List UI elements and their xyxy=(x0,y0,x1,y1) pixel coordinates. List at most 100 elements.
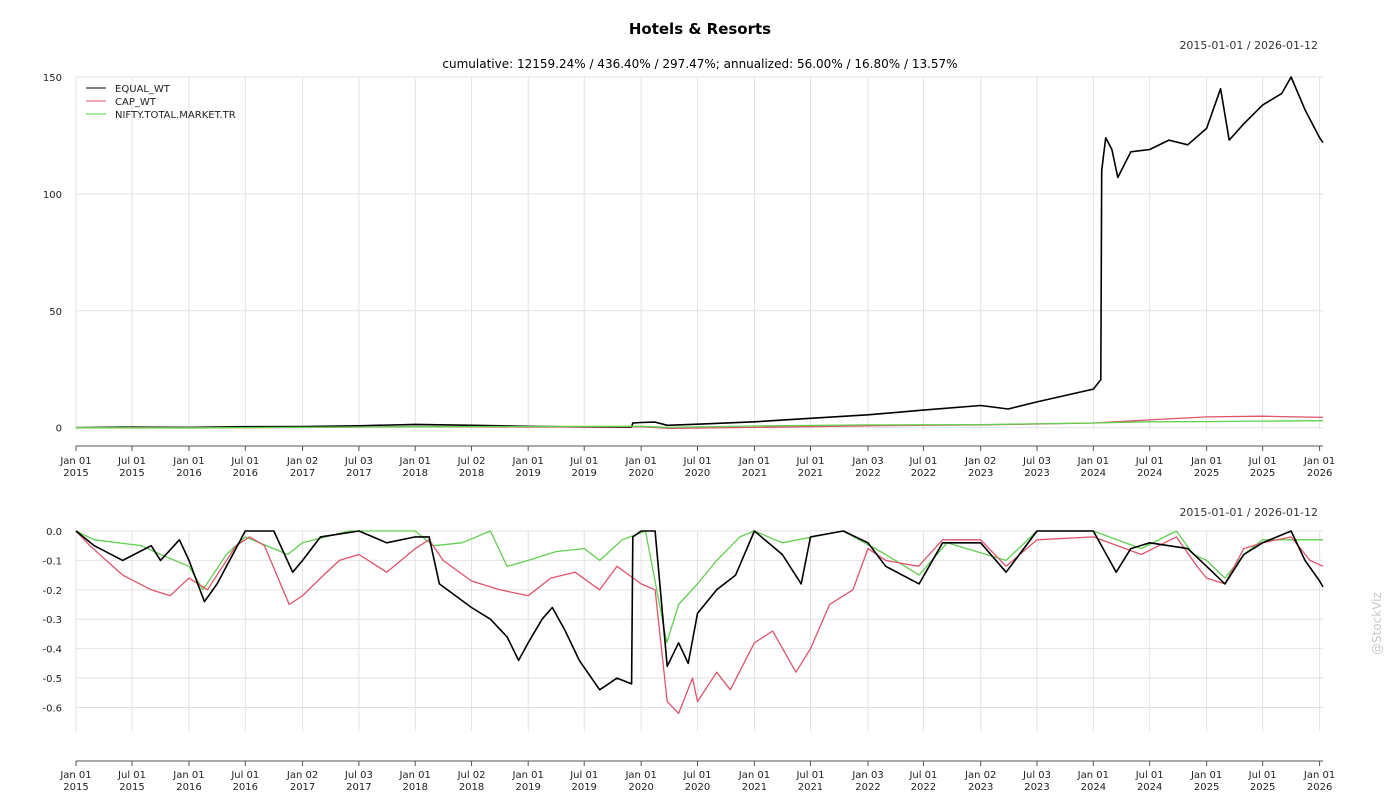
x-tick-label-year: 2020 xyxy=(685,468,710,479)
x-tick-label: Jan 01 xyxy=(624,770,656,781)
x-tick-label-year: 2025 xyxy=(1194,468,1219,479)
x-tick-label-year: 2022 xyxy=(911,782,936,793)
x-tick-label-year: 2017 xyxy=(290,468,315,479)
x-tick-label-year: 2018 xyxy=(402,782,427,793)
x-tick-label: Jul 01 xyxy=(230,456,259,467)
x-tick-label: Jan 01 xyxy=(1190,770,1222,781)
x-tick-label-year: 2024 xyxy=(1081,468,1106,479)
x-tick-label-year: 2021 xyxy=(798,782,823,793)
x-tick-label-year: 2021 xyxy=(742,468,767,479)
x-tick-label: Jul 01 xyxy=(569,770,598,781)
x-tick-label-year: 2026 xyxy=(1307,468,1332,479)
x-tick-label: Jan 01 xyxy=(1077,770,1109,781)
legend-label: CAP_WT xyxy=(115,97,157,108)
x-tick-label: Jul 01 xyxy=(908,456,937,467)
x-tick-label: Jul 01 xyxy=(795,456,824,467)
x-tick-label: Jul 03 xyxy=(344,456,373,467)
x-tick-label-year: 2019 xyxy=(515,782,540,793)
chart-title: Hotels & Resorts xyxy=(628,20,772,38)
x-tick-label-year: 2016 xyxy=(176,468,201,479)
x-tick-label-year: 2019 xyxy=(571,782,596,793)
x-tick-label-year: 2015 xyxy=(63,782,88,793)
x-tick-label: Jan 01 xyxy=(1303,456,1335,467)
series-line-cap-wt xyxy=(75,530,1324,715)
bottom-range-label: 2015-01-01 / 2026-01-12 xyxy=(1179,506,1318,519)
x-tick-label-year: 2022 xyxy=(911,468,936,479)
x-tick-label-year: 2016 xyxy=(176,782,201,793)
x-tick-label-year: 2017 xyxy=(346,468,371,479)
x-tick-label-year: 2022 xyxy=(855,468,880,479)
x-tick-label: Jan 01 xyxy=(1303,770,1335,781)
x-tick-label-year: 2020 xyxy=(628,782,653,793)
x-tick-label: Jan 02 xyxy=(286,770,318,781)
y-tick-label: 0.0 xyxy=(46,527,62,538)
x-tick-label: Jul 02 xyxy=(457,456,486,467)
x-tick-label: Jan 02 xyxy=(286,456,318,467)
x-tick-label: Jul 01 xyxy=(683,770,712,781)
chart-subtitle: cumulative: 12159.24% / 436.40% / 297.47… xyxy=(442,57,958,71)
y-tick-label: 150 xyxy=(43,73,62,84)
x-tick-label: Jan 01 xyxy=(738,456,770,467)
x-tick-label: Jul 01 xyxy=(1135,770,1164,781)
y-tick-label: -0.3 xyxy=(42,615,62,626)
x-tick-label: Jan 01 xyxy=(512,770,544,781)
x-tick-label-year: 2018 xyxy=(459,782,484,793)
y-tick-label: -0.5 xyxy=(42,674,62,685)
x-tick-label-year: 2020 xyxy=(685,782,710,793)
x-tick-label-year: 2025 xyxy=(1250,468,1275,479)
y-tick-label: -0.6 xyxy=(42,703,62,714)
x-tick-label-year: 2015 xyxy=(119,782,144,793)
x-tick-label: Jul 01 xyxy=(1248,456,1277,467)
x-tick-label: Jan 01 xyxy=(172,770,204,781)
x-tick-label-year: 2016 xyxy=(233,468,258,479)
x-tick-label-year: 2024 xyxy=(1137,782,1162,793)
x-tick-label: Jul 03 xyxy=(1022,770,1051,781)
x-tick-label-year: 2018 xyxy=(459,468,484,479)
y-tick-label: -0.1 xyxy=(42,556,62,567)
x-tick-label: Jan 01 xyxy=(399,770,431,781)
x-tick-label: Jan 01 xyxy=(59,456,91,467)
legend-label: NIFTY.TOTAL.MARKET.TR xyxy=(115,110,236,121)
x-tick-label-year: 2021 xyxy=(742,782,767,793)
y-tick-label: 100 xyxy=(43,190,62,201)
x-tick-label: Jul 01 xyxy=(795,770,824,781)
legend-label: EQUAL_WT xyxy=(115,84,171,95)
x-tick-label: Jan 03 xyxy=(851,456,883,467)
x-tick-label: Jul 03 xyxy=(344,770,373,781)
top-range-label: 2015-01-01 / 2026-01-12 xyxy=(1179,39,1318,52)
x-tick-label-year: 2023 xyxy=(968,468,993,479)
y-tick-label: 0 xyxy=(56,424,62,435)
series-line-equal-wt xyxy=(75,530,1324,691)
x-tick-label: Jan 02 xyxy=(964,456,996,467)
x-tick-label: Jan 01 xyxy=(624,456,656,467)
x-tick-label: Jan 02 xyxy=(964,770,996,781)
x-tick-label-year: 2024 xyxy=(1137,468,1162,479)
x-tick-label: Jan 03 xyxy=(851,770,883,781)
x-tick-label: Jan 01 xyxy=(59,770,91,781)
x-tick-label: Jul 01 xyxy=(117,456,146,467)
x-tick-label: Jan 01 xyxy=(512,456,544,467)
x-tick-label: Jul 01 xyxy=(908,770,937,781)
x-tick-label-year: 2021 xyxy=(798,468,823,479)
x-tick-label: Jul 03 xyxy=(1022,456,1051,467)
x-tick-label-year: 2025 xyxy=(1250,782,1275,793)
x-tick-label-year: 2026 xyxy=(1307,782,1332,793)
x-tick-label-year: 2025 xyxy=(1194,782,1219,793)
x-tick-label: Jul 01 xyxy=(683,456,712,467)
x-tick-label: Jul 01 xyxy=(569,456,598,467)
x-tick-label: Jul 01 xyxy=(117,770,146,781)
x-tick-label: Jan 01 xyxy=(172,456,204,467)
x-tick-label-year: 2024 xyxy=(1081,782,1106,793)
x-tick-label-year: 2015 xyxy=(63,468,88,479)
x-tick-label: Jan 01 xyxy=(399,456,431,467)
series-line-equal-wt xyxy=(75,76,1324,429)
y-tick-label: -0.4 xyxy=(42,645,62,656)
x-tick-label-year: 2016 xyxy=(233,782,258,793)
x-tick-label-year: 2017 xyxy=(290,782,315,793)
x-tick-label: Jan 01 xyxy=(1077,456,1109,467)
x-tick-label-year: 2018 xyxy=(402,468,427,479)
y-tick-label: -0.2 xyxy=(42,586,62,597)
x-tick-label-year: 2020 xyxy=(628,468,653,479)
x-tick-label-year: 2019 xyxy=(515,468,540,479)
